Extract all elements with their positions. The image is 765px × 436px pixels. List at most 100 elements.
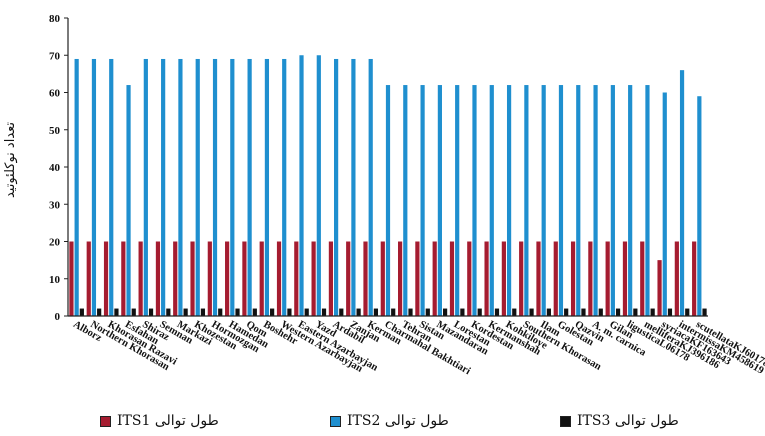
bar-its2 <box>420 85 425 316</box>
bar-its1 <box>138 241 143 316</box>
bar-its3 <box>114 308 119 316</box>
bar-its1 <box>294 241 299 316</box>
bar-its1 <box>398 241 403 316</box>
legend-swatch-its1 <box>100 415 111 427</box>
bar-its3 <box>512 308 517 316</box>
bar-its1 <box>276 241 282 316</box>
bar-its1 <box>501 241 506 316</box>
bar-its2 <box>576 85 581 316</box>
legend-label-its3: طول توالی ITS3 <box>577 413 679 429</box>
bar-its1 <box>692 241 697 316</box>
y-tick-label: 70 <box>49 50 61 62</box>
bar-its1 <box>242 241 247 316</box>
bar-its3 <box>270 308 275 316</box>
y-tick-label: 50 <box>49 125 61 137</box>
bar-its2 <box>593 85 598 316</box>
bar-its1 <box>259 241 264 316</box>
bar-its1 <box>657 260 662 317</box>
bar-its2 <box>385 85 391 316</box>
y-tick-label: 10 <box>49 274 61 286</box>
bar-its3 <box>685 308 690 316</box>
bar-its2 <box>558 85 564 316</box>
bar-its1 <box>225 241 230 316</box>
bar-its1 <box>86 241 91 316</box>
bar-its1 <box>449 241 455 316</box>
bar-its1 <box>121 241 126 316</box>
bar-its3 <box>200 308 206 316</box>
bar-its1 <box>605 241 610 316</box>
bar-its3 <box>408 308 413 316</box>
bar-its3 <box>633 308 638 316</box>
bar-its3 <box>615 308 621 316</box>
bar-its2 <box>610 85 615 316</box>
bar-its2 <box>74 58 79 316</box>
bar-its1 <box>415 241 420 316</box>
bar-its3 <box>702 308 707 316</box>
bar-its2 <box>403 85 408 316</box>
bar-its1 <box>432 241 437 316</box>
bar-its2 <box>299 55 304 316</box>
bar-its2 <box>126 85 131 316</box>
bar-its2 <box>161 58 166 316</box>
bar-its2 <box>368 58 373 316</box>
bar-its3 <box>564 308 569 316</box>
bar-its3 <box>373 308 378 316</box>
y-tick-label: 0 <box>55 311 61 323</box>
bar-its1 <box>207 241 212 316</box>
chart-bars <box>69 55 707 317</box>
bar-its1 <box>536 241 541 316</box>
bar-its3 <box>581 308 586 316</box>
y-tick-label: 30 <box>49 199 61 211</box>
y-axis-label: تعداد نوکلئوتید <box>3 122 18 198</box>
legend-item-its1: طول توالی ITS1 <box>100 413 219 429</box>
y-tick-label: 40 <box>49 162 61 174</box>
bar-its3 <box>356 308 361 316</box>
bar-its3 <box>460 308 465 316</box>
y-tick-label: 60 <box>49 88 61 100</box>
bar-its1 <box>553 241 558 316</box>
bar-its2 <box>247 58 252 316</box>
bar-its2 <box>178 58 183 316</box>
bar-its3 <box>79 308 84 316</box>
bar-its2 <box>230 58 235 316</box>
bar-its2 <box>334 58 339 316</box>
bar-its3 <box>425 308 430 316</box>
bar-its2 <box>282 58 287 316</box>
bar-its2 <box>697 96 702 316</box>
bar-its3 <box>287 308 292 316</box>
legend-item-its2: طول توالی ITS2 <box>330 413 449 429</box>
bar-its3 <box>183 308 188 316</box>
bar-its2 <box>645 85 650 316</box>
bar-its2 <box>109 58 114 316</box>
bar-its2 <box>472 85 477 316</box>
bar-its2 <box>316 55 321 316</box>
bar-its2 <box>506 85 512 316</box>
bar-its1 <box>346 241 351 316</box>
bar-its2 <box>437 85 442 316</box>
bar-its2 <box>91 58 97 316</box>
bar-its2 <box>264 58 270 316</box>
bar-its1 <box>674 241 679 316</box>
bar-its3 <box>477 308 482 316</box>
bar-its3 <box>391 308 396 316</box>
bar-its2 <box>628 85 633 316</box>
bar-its3 <box>598 308 603 316</box>
legend-label-its1: طول توالی ITS1 <box>117 413 219 429</box>
bar-its1 <box>328 241 334 316</box>
bar-its2 <box>679 70 685 317</box>
bar-its3 <box>218 308 223 316</box>
bar-its3 <box>148 308 154 316</box>
y-tick-label: 20 <box>49 237 61 249</box>
bar-its1 <box>173 241 178 316</box>
bar-its3 <box>321 308 327 316</box>
bar-its3 <box>235 308 240 316</box>
bar-its2 <box>541 85 546 316</box>
bar-its3 <box>252 308 257 316</box>
legend-swatch-its2 <box>330 415 341 427</box>
bar-its1 <box>311 241 316 316</box>
bar-its1 <box>484 241 489 316</box>
bar-its3 <box>131 308 136 316</box>
bar-its2 <box>662 92 667 316</box>
bar-its1 <box>363 241 368 316</box>
